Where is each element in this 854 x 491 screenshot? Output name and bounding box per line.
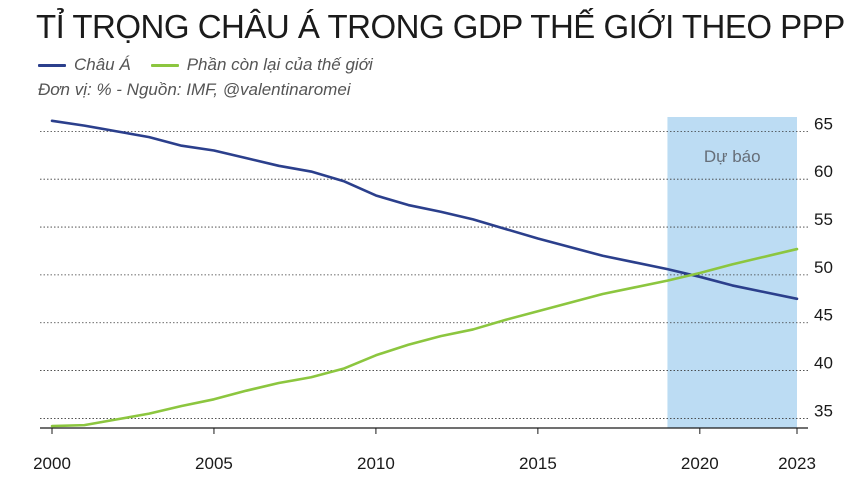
x-tick-label-2005: 2005	[195, 454, 233, 473]
series-line-asia	[50, 119, 799, 301]
y-tick-label-50: 50	[814, 258, 833, 277]
y-tick-label-40: 40	[814, 354, 833, 373]
y-tick-label-60: 60	[814, 162, 833, 181]
x-tick-label-2010: 2010	[357, 454, 395, 473]
y-tick-label-65: 65	[814, 114, 833, 133]
legend-label-rest-of-world: Phần còn lại của thế giới	[186, 55, 373, 74]
series-line-rest-of-world	[50, 247, 799, 428]
legend-swatch-rest-of-world	[150, 63, 179, 67]
y-tick-label-55: 55	[814, 210, 833, 229]
x-tick-label-2015: 2015	[519, 454, 557, 473]
legend-item-rest-of-world: Phần còn lại của thế giới	[150, 55, 373, 75]
source-note: Đơn vị: % - Nguồn: IMF, @valentinaromei	[38, 80, 351, 99]
y-tick-label-45: 45	[814, 306, 833, 325]
legend-swatch-asia	[38, 63, 66, 67]
x-tick-label-2000: 2000	[33, 454, 71, 473]
legend-item-asia: Châu Á	[38, 55, 131, 75]
x-tick-label-2023: 2023	[778, 454, 816, 473]
forecast-label: Dự báo	[704, 147, 761, 166]
legend-label-asia: Châu Á	[74, 55, 131, 74]
chart-title: TỈ TRỌNG CHÂU Á TRONG GDP THẾ GIỚI THEO …	[36, 8, 845, 45]
y-tick-label-35: 35	[814, 401, 833, 420]
forecast-region	[667, 117, 797, 428]
x-tick-label-2020: 2020	[681, 454, 719, 473]
legend: Châu Á Phần còn lại của thế giới	[38, 55, 393, 75]
